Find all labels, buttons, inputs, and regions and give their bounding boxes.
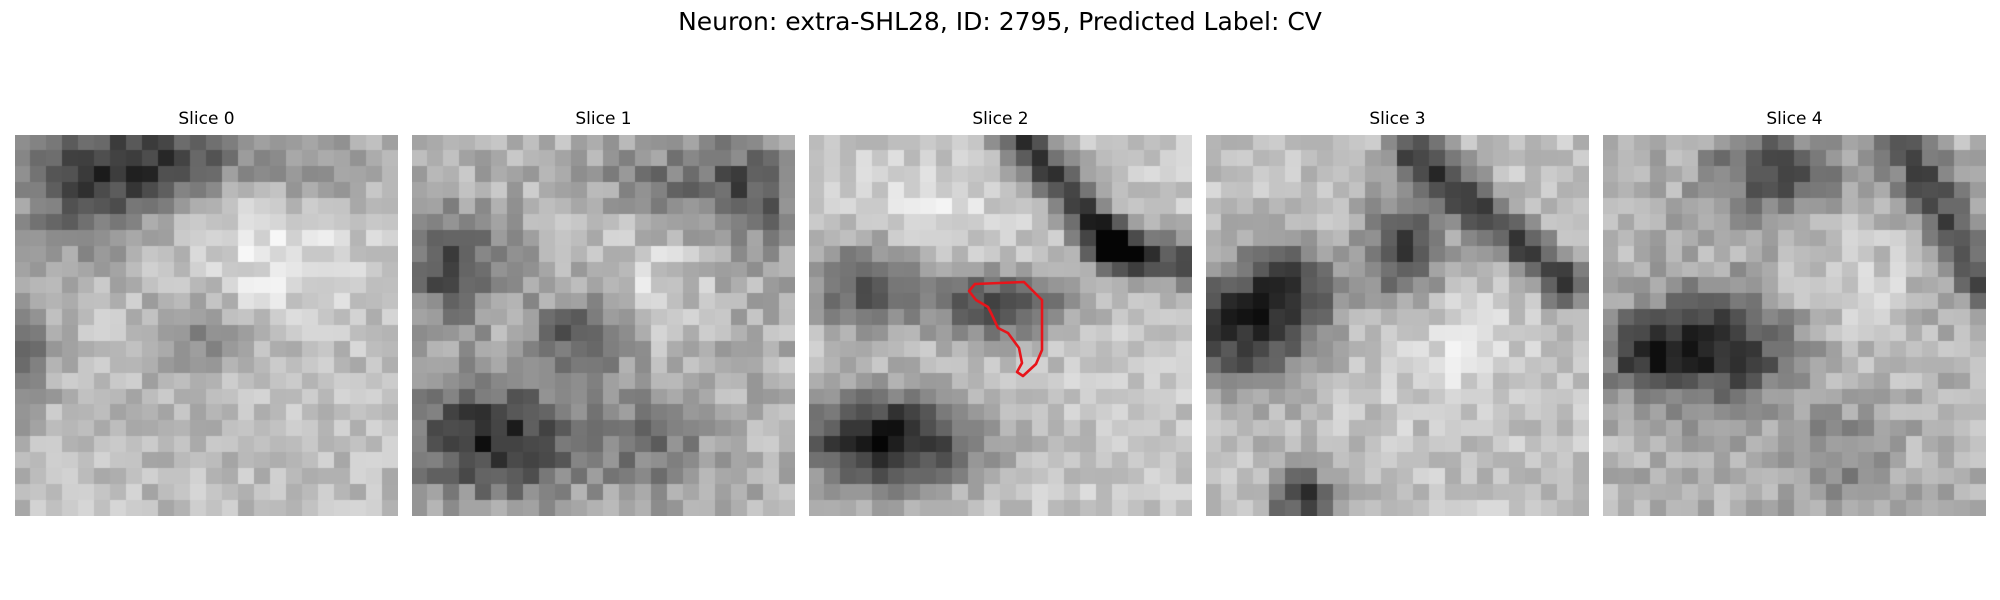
slice-0-image	[15, 135, 398, 516]
slice-4-image	[1603, 135, 1986, 516]
figure-title: Neuron: extra-SHL28, ID: 2795, Predicted…	[678, 7, 1322, 36]
slice-2-image	[809, 135, 1192, 516]
neuron-outline-overlay	[967, 280, 1044, 378]
panel-title-slice-1: Slice 1	[575, 109, 632, 129]
panel-title-slice-0: Slice 0	[178, 109, 235, 129]
slice-3-image	[1206, 135, 1589, 516]
neuron-outline	[967, 280, 1044, 378]
slice-1-image	[412, 135, 795, 516]
panel-title-slice-2: Slice 2	[972, 109, 1029, 129]
panel-title-slice-3: Slice 3	[1369, 109, 1426, 129]
panel-title-slice-4: Slice 4	[1766, 109, 1823, 129]
